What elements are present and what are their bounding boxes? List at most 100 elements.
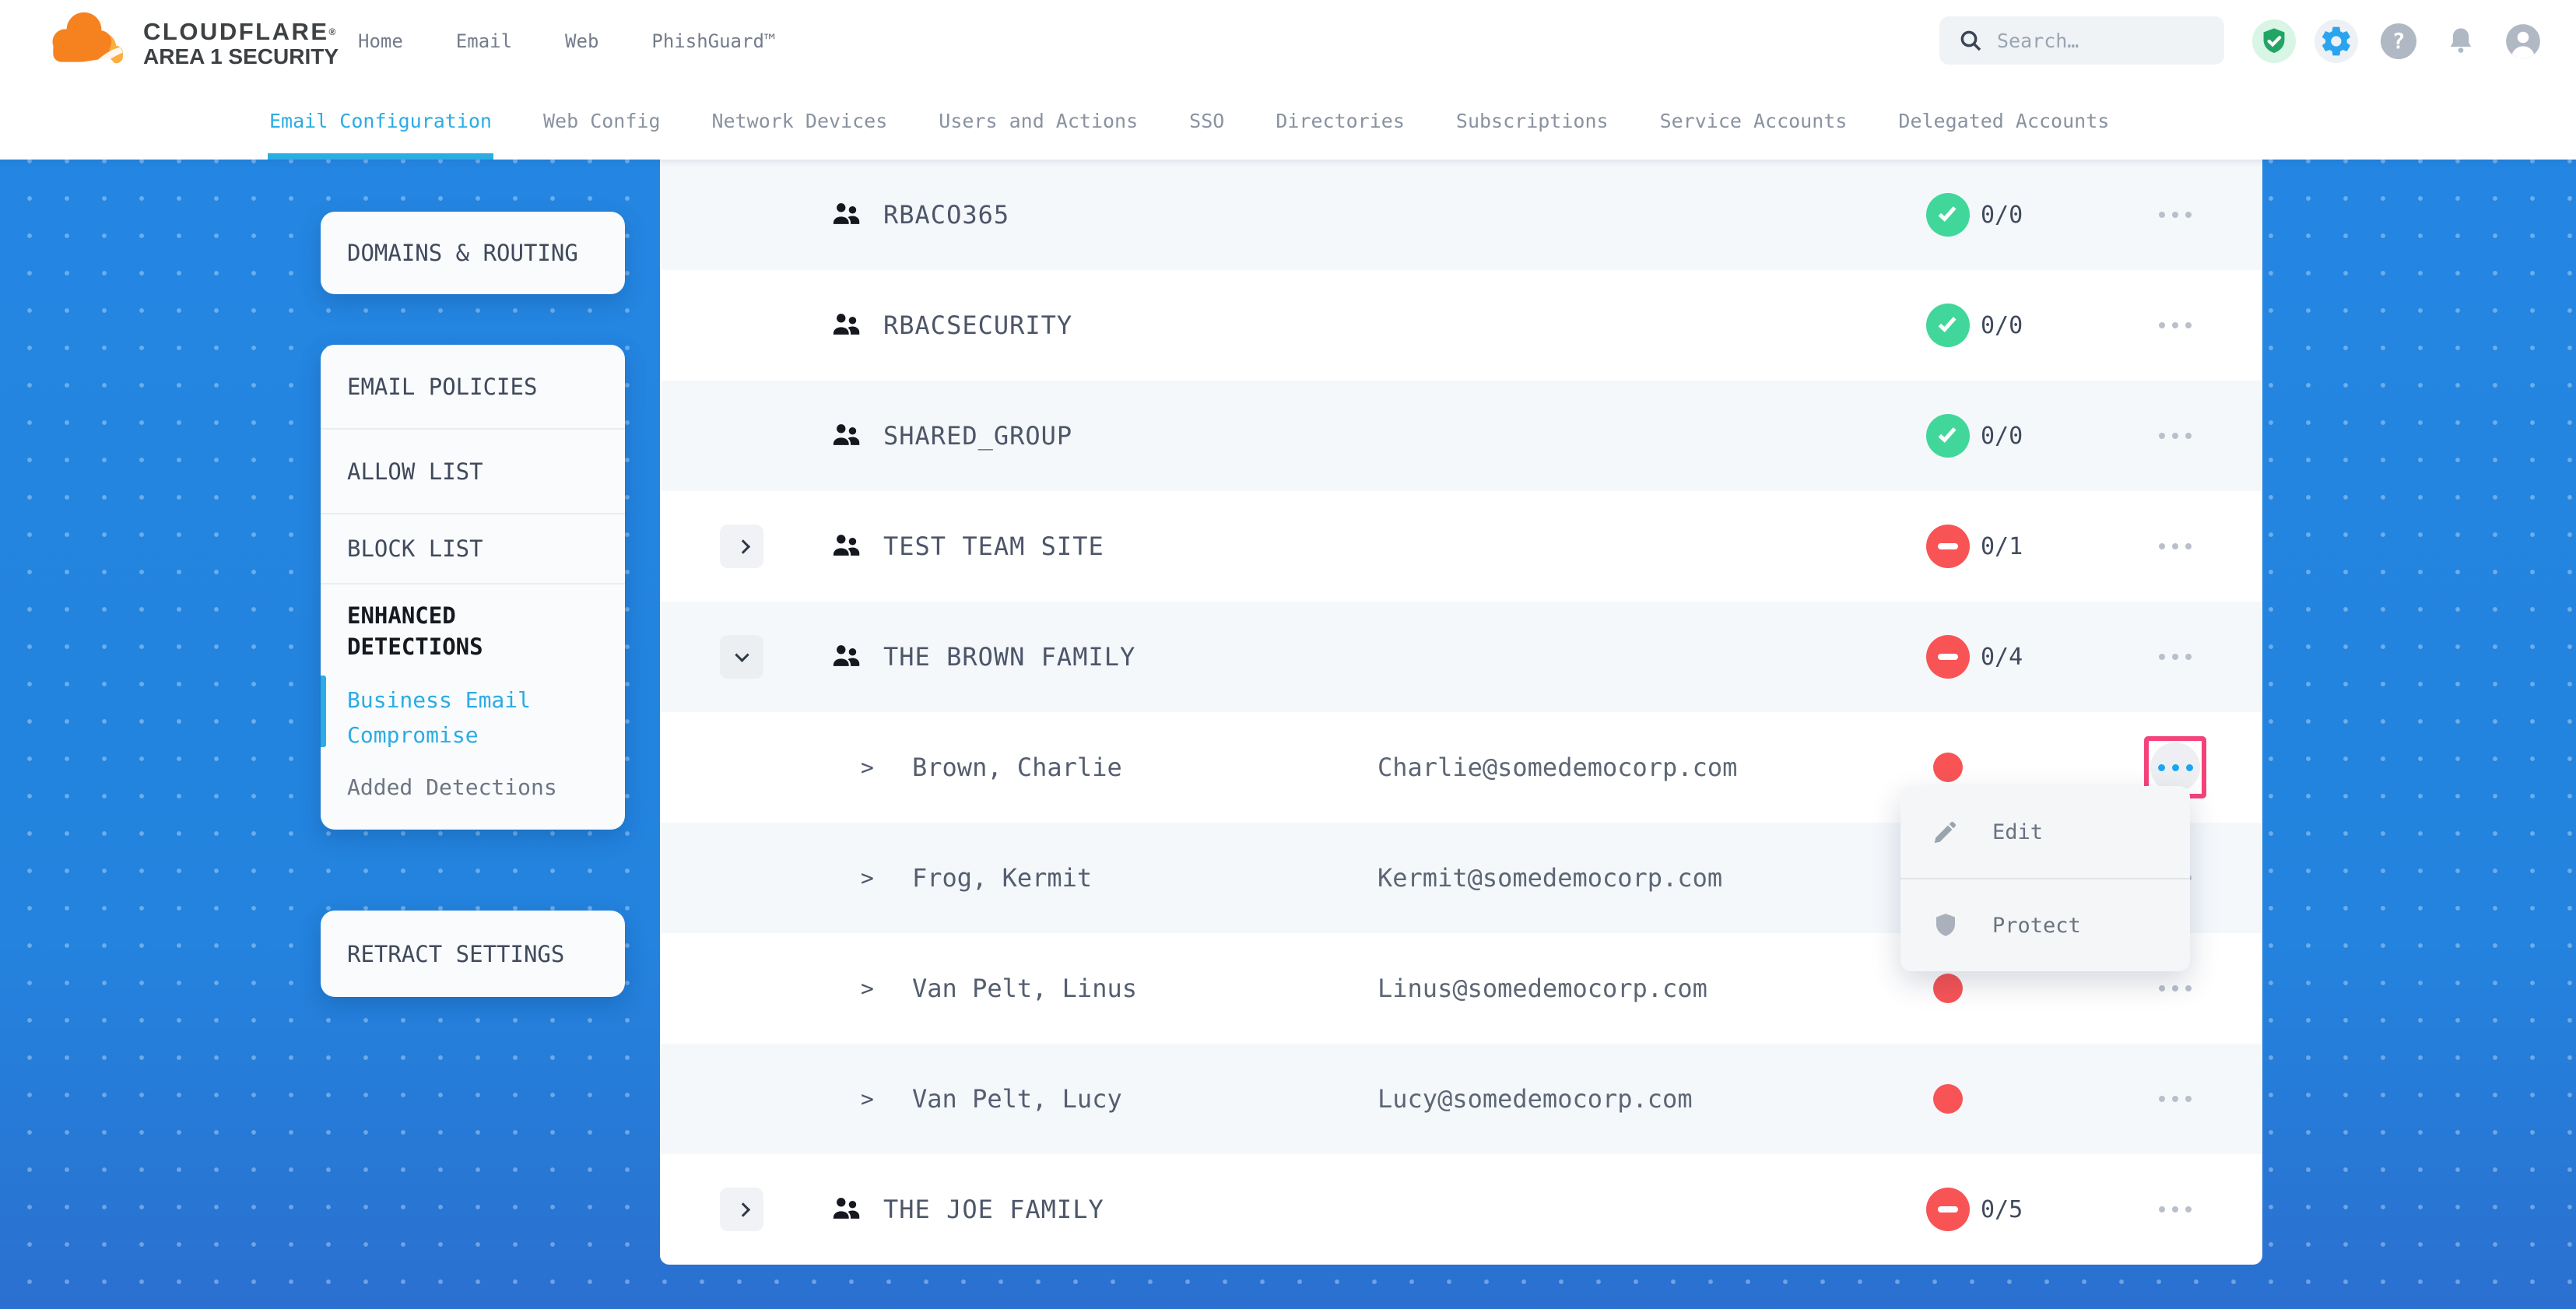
menu-item-edit[interactable]: Edit [1900,786,2190,878]
row-menu-button[interactable] [2150,632,2200,682]
tab-item[interactable]: Network Devices [711,109,888,132]
notifications-button[interactable] [2439,19,2483,63]
ellipsis-icon [2159,433,2192,439]
protection-status-button[interactable] [2252,19,2296,63]
table-row: > SHARED_GROUP 0/0 [660,381,2262,491]
expand-toggle-button[interactable] [720,1188,763,1231]
status-icon [1926,635,1970,679]
tab-item[interactable]: Delegated Accounts [1898,109,2110,132]
status-count: 0/5 [1981,1195,2023,1223]
status-badge: 0/0 [1926,193,2023,237]
row-name[interactable]: RBACO365 [883,200,1010,230]
sidebar-card-retract-settings[interactable]: RETRACT SETTINGS [321,911,625,997]
account-button[interactable] [2501,19,2545,63]
sidebar-label: DOMAINS & ROUTING [347,240,578,266]
search-icon [1960,30,1981,51]
row-menu-button[interactable] [2150,411,2200,461]
status-badge: 0/1 [1926,525,2023,568]
tab-item[interactable]: Web Config [542,109,661,132]
sidebar-label: ALLOW LIST [347,458,483,485]
row-menu-button[interactable] [2150,300,2200,350]
top-nav-item[interactable]: Home [358,30,403,52]
expand-toggle-button[interactable] [720,635,763,679]
ellipsis-icon [2157,763,2193,771]
sidebar-card-domains-routing[interactable]: DOMAINS & ROUTING [321,212,625,294]
tab-item[interactable]: Email Configuration [268,82,493,160]
sidebar-item-block-list[interactable]: BLOCK LIST [321,514,625,584]
row-menu-button[interactable] [2150,742,2200,792]
status-badge: 0/5 [1926,1188,2023,1231]
row-name[interactable]: RBACSECURITY [883,311,1073,340]
top-nav-item[interactable]: Email [455,30,513,52]
chevron-icon [735,1202,750,1217]
group-icon [829,640,863,674]
member-marker-icon: > [861,1086,874,1112]
top-nav-item[interactable]: PhishGuard™ [651,30,776,52]
sidebar-link-added-detections[interactable]: Added Detections [347,774,557,800]
ellipsis-icon [2159,212,2192,218]
settings-button[interactable] [2315,19,2358,63]
search-input[interactable] [1997,29,2192,52]
status-icon [1926,304,1970,347]
sidebar-link-business-email-compromise[interactable]: Business Email Compromise [347,687,532,748]
row-menu-button[interactable] [2150,190,2200,240]
tab-item[interactable]: Subscriptions [1455,109,1609,132]
status-badge: 0/4 [1926,635,2023,679]
expand-toggle-button[interactable] [720,525,763,568]
row-name[interactable]: Van Pelt, Lucy [912,1084,1122,1114]
chevron-icon [734,647,749,662]
status-icon [1933,1084,1963,1114]
status-glyph [1938,654,1958,660]
tab-item[interactable]: Users and Actions [939,109,1139,132]
chevron-icon [735,539,750,554]
member-email: Charlie@somedemocorp.com [1377,753,1738,782]
menu-item-label: Edit [1992,819,2044,844]
row-name[interactable]: Van Pelt, Linus [912,974,1137,1003]
status-glyph [1938,202,1957,222]
table-row: > THE JOE FAMILY 0/5 [660,1154,2262,1265]
row-menu-button[interactable] [2150,963,2200,1013]
question-mark-icon: ? [2381,23,2416,59]
cloudflare-logo[interactable]: CLOUDFLARE® AREA 1 SECURITY [45,8,339,73]
row-name[interactable]: THE JOE FAMILY [883,1195,1104,1224]
help-button[interactable]: ? [2377,19,2420,63]
row-menu-button[interactable] [2150,1074,2200,1124]
sidebar-item-email-policies[interactable]: EMAIL POLICIES [321,345,625,430]
row-actions [2144,1154,2206,1265]
status-count: 0/0 [1981,201,2023,229]
status-badge [1926,753,1963,782]
table-row: > TEST TEAM SITE 0/1 [660,491,2262,602]
search-bar[interactable] [1939,16,2224,65]
row-menu-button[interactable] [2150,1184,2200,1234]
row-actions [2144,270,2206,381]
tab-item[interactable]: Directories [1276,109,1405,132]
member-email: Lucy@somedemocorp.com [1377,1084,1693,1114]
row-actions [2144,160,2206,270]
menu-item-protect[interactable]: Protect [1900,879,2190,971]
row-actions: Edit Protect [1900,712,2206,971]
group-icon [829,419,863,453]
member-marker-icon: > [861,754,874,781]
top-nav-item[interactable]: Web [565,30,599,52]
status-count: 0/4 [1981,643,2023,671]
logo-text: CLOUDFLARE® AREA 1 SECURITY [143,8,339,73]
row-name[interactable]: TEST TEAM SITE [883,532,1104,561]
row-name[interactable]: Brown, Charlie [912,753,1122,782]
section-tabs: Email Configuration Web Config Network D… [0,82,2576,160]
table-row: > THE BROWN FAMILY 0/4 [660,602,2262,712]
row-name[interactable]: THE BROWN FAMILY [883,642,1136,672]
status-icon [1926,1188,1970,1231]
user-avatar-icon [2506,23,2540,58]
status-badge [1926,1084,1963,1114]
tab-item[interactable]: Service Accounts [1659,109,1848,132]
row-name[interactable]: Frog, Kermit [912,863,1093,893]
status-icon [1933,753,1963,782]
top-nav: Home Email Web PhishGuard™ [358,0,775,82]
sidebar-card-policies: EMAIL POLICIES ALLOW LIST BLOCK LIST ENH… [321,345,625,830]
tab-item[interactable]: SSO [1189,109,1225,132]
status-badge [1926,974,1963,1003]
member-marker-icon: > [861,865,874,891]
row-menu-button[interactable] [2150,521,2200,571]
row-name[interactable]: SHARED_GROUP [883,421,1073,451]
sidebar-item-allow-list[interactable]: ALLOW LIST [321,430,625,514]
